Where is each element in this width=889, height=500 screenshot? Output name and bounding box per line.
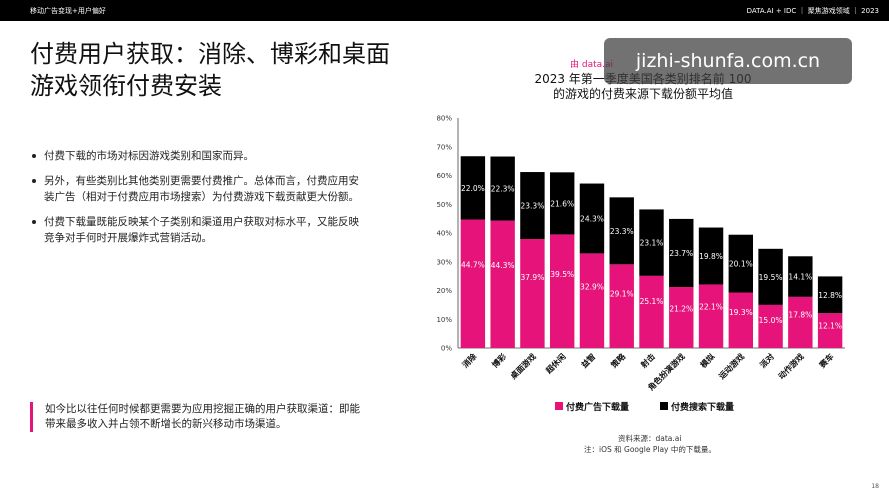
data-label-paid-ads: 12.1% [818, 321, 842, 330]
chart-source: 资料来源：data.ai [618, 433, 681, 443]
bar-paid-ads [520, 239, 545, 348]
bar-paid-search [579, 183, 605, 254]
data-label-paid-search: 23.3% [521, 202, 545, 211]
watermark: jizhi-shunfa.com.cn [604, 38, 852, 84]
y-tick-label: 10% [436, 316, 452, 324]
bar-paid-ads [549, 234, 575, 348]
x-tick-label: 运动游戏 [717, 351, 747, 381]
x-tick-label: 赛车 [816, 351, 835, 370]
x-tick-label: 动作游戏 [776, 351, 806, 381]
bullet-item-3: 付费下载量既能反映某个子类别和渠道用户获取对标水平，又能反映竞争对手何时开展爆炸… [30, 214, 360, 246]
data-label-paid-ads: 32.9% [580, 283, 604, 292]
data-label-paid-ads: 37.9% [521, 273, 545, 282]
x-tick-label: 益智 [579, 351, 597, 369]
x-tick-label: 模拟 [698, 351, 716, 369]
x-tick-label: 策略 [609, 351, 628, 370]
data-label-paid-ads: 44.3% [491, 261, 515, 270]
data-label-paid-search: 23.1% [640, 239, 664, 248]
y-tick-label: 0% [441, 345, 452, 353]
y-tick-label: 80% [436, 115, 452, 123]
bullet-item-2: 另外，有些类别比其他类别更需要付费推广。总体而言，付费应用安装广告（相对于付费应… [30, 173, 360, 205]
legend-swatch-paid-search [660, 402, 668, 410]
header-left-text: 移动广告变现+用户偏好 [30, 7, 106, 15]
bar-paid-search [520, 172, 545, 240]
y-tick-label: 20% [436, 287, 452, 295]
chart-title-line-2: 的游戏的付费来源下载份额平均值 [553, 86, 733, 101]
bar-paid-ads [698, 284, 724, 348]
bar-paid-ads [639, 275, 664, 348]
data-label-paid-ads: 29.1% [610, 290, 634, 299]
chart-from-label: 由 data.ai [570, 58, 613, 70]
data-label-paid-search: 20.1% [729, 260, 753, 269]
x-tick-label: 派对 [758, 351, 776, 369]
bar-paid-search [549, 172, 575, 235]
data-label-paid-ads: 15.0% [759, 316, 783, 325]
bar-paid-search [758, 248, 783, 305]
bar-paid-search [609, 197, 634, 265]
data-label-paid-search: 21.6% [550, 199, 574, 208]
data-label-paid-search: 22.0% [461, 184, 485, 193]
data-label-paid-ads: 39.5% [550, 270, 574, 279]
data-label-paid-ads: 22.1% [699, 303, 723, 312]
bar-paid-ads [758, 304, 783, 348]
data-label-paid-search: 14.1% [788, 273, 812, 282]
y-tick-label: 30% [436, 258, 452, 266]
bar-paid-search [698, 227, 724, 285]
x-tick-label: 消除 [460, 351, 479, 370]
y-tick-label: 40% [436, 230, 452, 238]
bar-paid-ads [669, 287, 694, 348]
data-label-paid-search: 23.3% [610, 227, 634, 236]
data-label-paid-ads: 21.2% [669, 304, 693, 313]
bullet-list: 付费下载的市场对标因游戏类别和国家而异。 另外，有些类别比其他类别更需要付费推广… [30, 148, 360, 255]
bar-paid-ads [788, 296, 813, 348]
data-label-paid-ads: 44.7% [461, 260, 485, 269]
data-label-paid-search: 23.7% [669, 249, 693, 258]
chart-note: 注：iOS 和 Google Play 中的下载量。 [584, 444, 716, 454]
bar-paid-search [788, 256, 813, 297]
bar-paid-search [817, 276, 843, 314]
page-number: 18 [871, 483, 879, 490]
legend-label-paid-search: 付费搜索下载量 [671, 401, 734, 413]
data-label-paid-search: 12.8% [818, 291, 842, 300]
slide-title: 付费用户获取：消除、博彩和桌面游戏领衔付费安装 [30, 40, 390, 100]
bar-paid-search [460, 156, 486, 220]
bar-paid-search [669, 218, 694, 288]
bar-paid-ads [490, 220, 515, 348]
legend-swatch-paid-ads [555, 402, 563, 410]
bar-paid-ads [817, 313, 843, 348]
bar-paid-ads [728, 292, 754, 348]
x-tick-label: 博彩 [490, 351, 508, 369]
bar-paid-search [728, 234, 754, 293]
x-tick-label: 桌面游戏 [507, 351, 537, 381]
data-label-paid-ads: 25.1% [640, 297, 664, 306]
data-label-paid-ads: 17.8% [788, 311, 812, 320]
data-label-paid-search: 19.5% [759, 273, 783, 282]
x-tick-label: 射击 [638, 351, 657, 370]
bar-paid-ads [609, 264, 634, 348]
y-tick-label: 70% [436, 143, 452, 151]
header-right-text: DATA.AI + IDC ｜ 聚焦游戏领域 ｜ 2023 [746, 7, 879, 15]
bullet-item-1: 付费下载的市场对标因游戏类别和国家而异。 [30, 148, 360, 164]
bar-paid-search [490, 156, 515, 221]
data-label-paid-ads: 19.3% [729, 308, 753, 317]
data-label-paid-search: 22.3% [491, 185, 515, 194]
bar-paid-search [639, 209, 664, 276]
data-label-paid-search: 24.3% [580, 214, 604, 223]
bar-paid-ads [579, 253, 605, 348]
callout-text: 如今比以往任何时候都更需要为应用挖掘正确的用户获取渠道：即能带来最多收入并占领不… [30, 402, 360, 432]
y-tick-label: 60% [436, 172, 452, 180]
top-bar: 移动广告变现+用户偏好 DATA.AI + IDC ｜ 聚焦游戏领域 ｜ 202… [0, 0, 889, 21]
y-tick-label: 50% [436, 201, 452, 209]
x-tick-label: 超休闲 [543, 351, 568, 376]
legend-label-paid-ads: 付费广告下载量 [566, 401, 629, 413]
bar-paid-ads [460, 219, 486, 348]
data-label-paid-search: 19.8% [699, 252, 723, 261]
